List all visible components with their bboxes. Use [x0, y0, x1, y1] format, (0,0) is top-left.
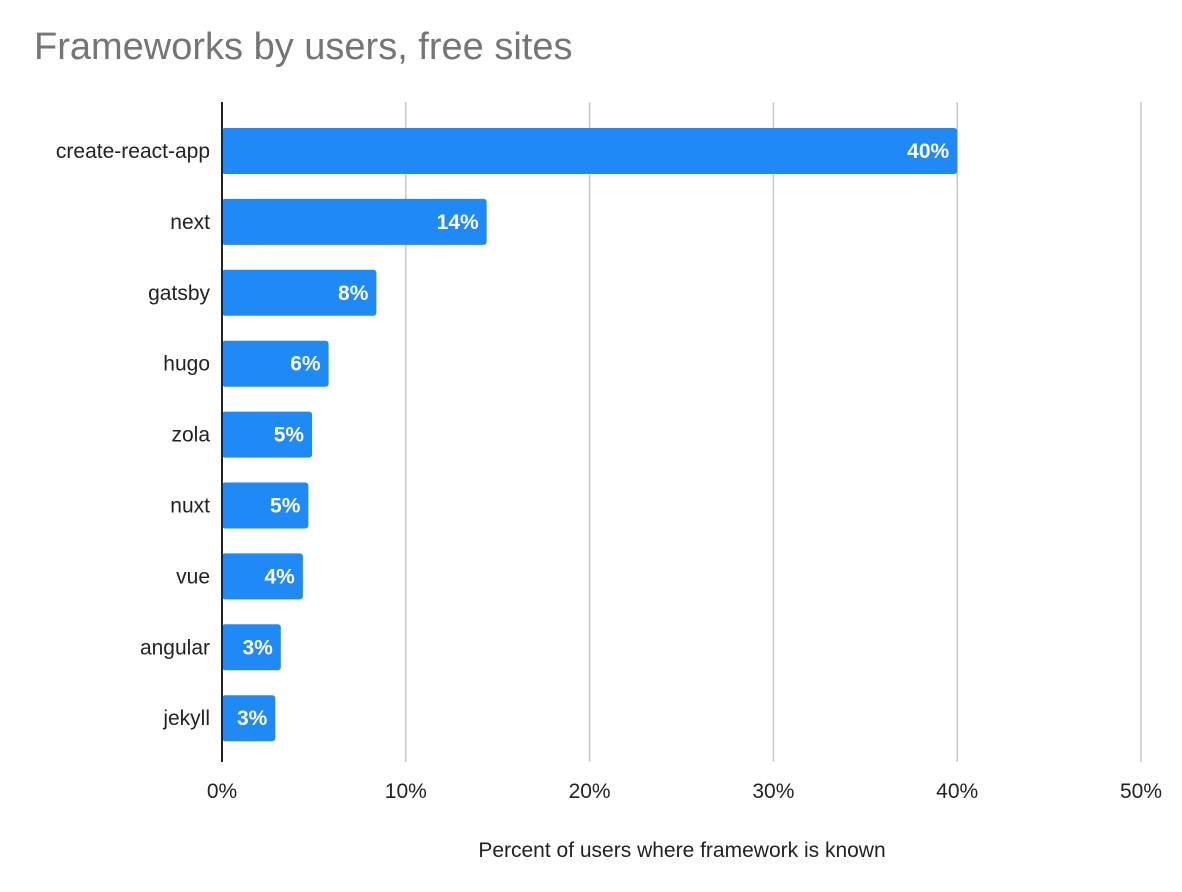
data-label-gatsby: 8% [338, 282, 369, 305]
data-label-nuxt: 5% [270, 495, 301, 518]
bars: 40% 14% 8% 6% 5% 5% 4% 3% 3% [222, 128, 958, 742]
data-label-zola: 5% [274, 424, 305, 447]
bar-zola [222, 411, 313, 458]
category-label-angular: angular [140, 636, 210, 659]
bar-next [222, 198, 487, 245]
category-label-nuxt: nuxt [170, 495, 210, 518]
x-tick-label: 50% [1120, 780, 1162, 803]
bar-jekyll [222, 695, 276, 742]
category-label-jekyll: jekyll [162, 707, 210, 730]
x-tick-label: 20% [569, 780, 611, 803]
grid-lines [405, 102, 1142, 762]
bar-vue [222, 553, 303, 600]
x-axis-title: Percent of users where framework is know… [478, 839, 885, 862]
category-label-gatsby: gatsby [148, 282, 210, 305]
category-label-zola: zola [171, 424, 210, 447]
category-label-hugo: hugo [163, 353, 210, 376]
data-label-jekyll: 3% [237, 707, 268, 730]
bar-angular [222, 624, 281, 671]
category-labels: create-react-app next gatsby hugo zola nuxt vu… [56, 140, 211, 730]
data-label-vue: 4% [265, 565, 296, 588]
bar-create-react-app [222, 128, 958, 174]
data-label-create-react-app: 40% [907, 140, 949, 163]
x-tick-labels: 0% 10% 20% 30% 40% 50% [207, 780, 1162, 803]
category-label-create-react-app: create-react-app [56, 140, 210, 163]
x-tick-label: 10% [385, 780, 427, 803]
bar-gatsby [222, 269, 377, 316]
bar-nuxt [222, 482, 309, 529]
data-label-angular: 3% [242, 636, 273, 659]
chart-title: Frameworks by users, free sites [34, 26, 573, 68]
x-tick-label: 40% [936, 780, 978, 803]
category-label-next: next [170, 211, 210, 234]
category-label-vue: vue [176, 565, 210, 588]
x-tick-label: 0% [207, 780, 237, 803]
data-label-next: 14% [437, 211, 479, 234]
x-tick-label: 30% [752, 780, 794, 803]
data-label-hugo: 6% [290, 353, 321, 376]
bar-hugo [222, 340, 329, 387]
